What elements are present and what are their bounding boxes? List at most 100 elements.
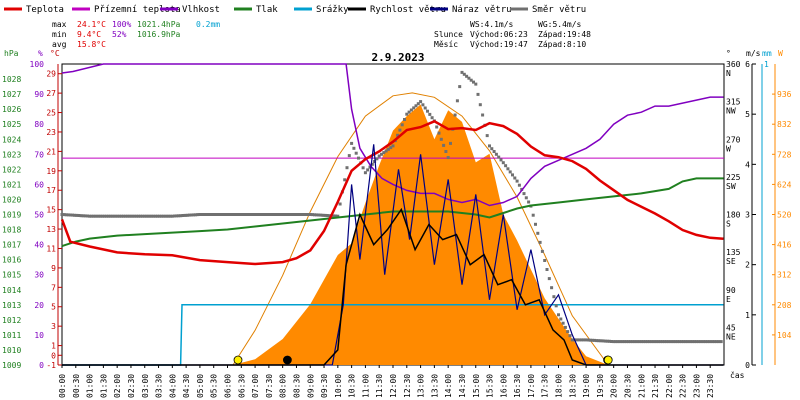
wind-direction-point xyxy=(570,338,574,342)
wind-direction-point xyxy=(60,213,64,216)
humidity-tick-label: 0 xyxy=(39,361,44,370)
sunset-marker xyxy=(603,355,613,365)
wind-direction-point xyxy=(352,146,356,150)
info-ws: WS:4.1m/s xyxy=(470,20,514,29)
wind-direction-point xyxy=(588,338,592,342)
wind-direction-point xyxy=(166,214,170,218)
wind-direction-point xyxy=(386,147,390,151)
wind-direction-point xyxy=(102,214,106,218)
temperature-tick-label: 25 xyxy=(46,109,56,118)
wind-direction-point xyxy=(557,313,560,317)
wind-direction-point xyxy=(291,213,295,216)
wind-direction-point xyxy=(62,213,66,217)
temperature-tick-label: 19 xyxy=(46,167,56,176)
wind-direction-point xyxy=(593,338,597,342)
x-tick-label: 02:00 xyxy=(113,374,122,398)
wind-direction-point xyxy=(347,154,351,158)
wind-direction-point xyxy=(511,173,514,177)
wind-direction-point xyxy=(474,82,478,86)
wind-direction-point xyxy=(141,214,145,218)
wind-tick-label: 1 xyxy=(745,311,750,320)
wind-direction-point xyxy=(485,134,489,138)
info-sun-set: Západ:19:48 xyxy=(538,30,591,39)
wind-direction-point xyxy=(83,214,87,218)
wind-direction-point xyxy=(629,340,633,344)
wind-direction-point xyxy=(710,340,714,344)
pressure-tick-label: 1024 xyxy=(2,135,21,144)
wind-direction-point xyxy=(315,213,319,217)
wind-direction-point xyxy=(162,214,166,218)
temperature-tick-label: 15 xyxy=(46,206,56,215)
wind-direction-point xyxy=(130,214,134,218)
wind-direction-point xyxy=(380,152,383,156)
chart-title: 2.9.2023 xyxy=(372,51,425,64)
wind-direction-point xyxy=(641,340,645,344)
wind-direction-point xyxy=(255,213,259,216)
x-tick-label: 10:00 xyxy=(334,374,343,398)
wind-direction-point xyxy=(302,213,306,216)
x-tick-label: 17:00 xyxy=(527,374,536,398)
info-sun-rise: Východ:06:23 xyxy=(470,30,528,39)
wind-direction-point xyxy=(173,214,176,218)
info-moon-label: Měsíc xyxy=(434,40,458,49)
wind-direction-point xyxy=(313,213,316,217)
x-tick-label: 08:30 xyxy=(293,374,302,398)
stat-max-temp: 24.1°C xyxy=(77,20,106,29)
wind-direction-point xyxy=(428,112,432,116)
x-tick-label: 14:00 xyxy=(444,374,453,398)
wind-direction-point xyxy=(449,141,452,145)
wind-direction-point xyxy=(196,213,200,217)
wind-direction-point xyxy=(270,213,274,216)
wind-direction-point xyxy=(126,214,130,218)
wind-direction-point xyxy=(580,338,583,342)
solar-unit: W xyxy=(778,49,783,58)
wind-speed-line xyxy=(62,207,724,366)
temperature-unit: °C xyxy=(50,49,60,58)
legend-label-7: Směr větru xyxy=(532,5,586,15)
wind-direction-point xyxy=(550,286,554,290)
wind-direction-point xyxy=(217,213,221,216)
wind-direction-point xyxy=(688,340,692,344)
wind-direction-point xyxy=(86,214,89,218)
wind-direction-point xyxy=(577,338,581,342)
wind-tick-label: 5 xyxy=(745,110,750,119)
wind-direction-point xyxy=(561,321,565,325)
stat-min-humidity: 52% xyxy=(112,30,127,39)
wind-direction-point xyxy=(257,213,261,216)
wind-direction-point xyxy=(168,214,172,218)
wind-direction-point xyxy=(134,214,138,218)
wind-direction-point xyxy=(177,214,181,218)
x-tick-label: 06:00 xyxy=(224,374,233,398)
wind-direction-point xyxy=(268,213,272,216)
wind-direction-point xyxy=(336,214,340,218)
wind-direction-point xyxy=(627,340,630,344)
direction-degree-label: 315 xyxy=(726,98,741,107)
pressure-unit: hPa xyxy=(4,49,19,58)
x-tick-label: 23:30 xyxy=(706,374,715,398)
wind-direction-point xyxy=(206,213,210,216)
wind-direction-point xyxy=(366,168,370,172)
solar-tick-label: 936 xyxy=(777,90,792,99)
legend-label-0: Teplota xyxy=(26,5,64,15)
wind-direction-point xyxy=(266,213,270,216)
wind-direction-point xyxy=(421,103,425,107)
wind-direction-point xyxy=(595,339,599,343)
wind-direction-point xyxy=(680,340,684,344)
wind-direction-point xyxy=(287,213,291,216)
wind-tick-label: 4 xyxy=(745,160,750,169)
wind-direction-point xyxy=(712,340,716,344)
wind-direction-point xyxy=(400,123,404,127)
wind-direction-point xyxy=(187,213,191,217)
wind-direction-point xyxy=(64,213,68,217)
wind-direction-point xyxy=(226,213,229,216)
wind-direction-point xyxy=(276,213,280,216)
wind-tick-label: 3 xyxy=(745,211,750,220)
wind-direction-point xyxy=(497,155,501,159)
legend-label-5: Rychlost větru xyxy=(370,5,446,15)
wind-direction-point xyxy=(661,340,664,344)
x-tick-label: 22:30 xyxy=(679,374,688,398)
wind-direction-point xyxy=(517,183,521,187)
pressure-tick-label: 1009 xyxy=(2,361,21,370)
wind-direction-point xyxy=(652,340,656,344)
wind-direction-point xyxy=(79,214,83,218)
